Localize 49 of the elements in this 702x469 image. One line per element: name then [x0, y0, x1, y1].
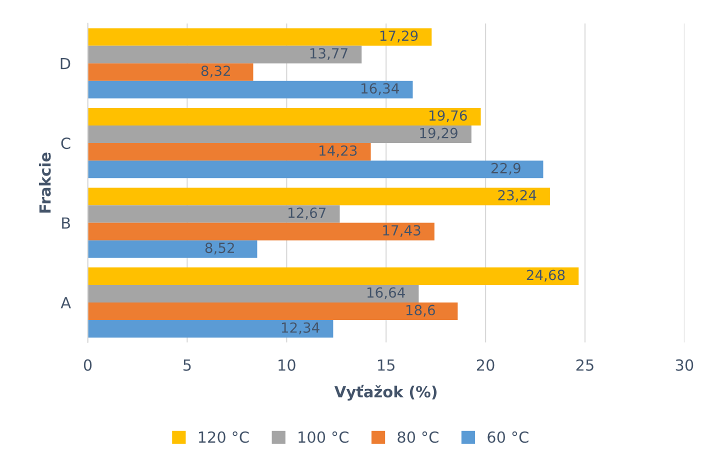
data-label: 19,29 — [420, 128, 458, 140]
data-label: 16,34 — [362, 83, 399, 96]
legend-label: 80 °C — [398, 431, 438, 443]
x-tick-label: 15 — [378, 360, 394, 371]
x-tick-label: 10 — [278, 359, 296, 371]
data-label: 17,29 — [380, 30, 418, 42]
legend-label: 120 °C — [198, 431, 249, 443]
bar — [88, 28, 432, 46]
data-label: 12,67 — [288, 208, 326, 220]
y-tick-label: D — [60, 58, 70, 70]
bar — [88, 126, 472, 144]
bar — [88, 80, 413, 98]
y-tick-label: C — [61, 138, 70, 150]
bar — [88, 302, 458, 320]
data-label: 8,32 — [201, 66, 230, 78]
data-label: 19,76 — [430, 110, 467, 122]
bar — [88, 222, 434, 240]
x-tick-label: 25 — [576, 359, 594, 371]
data-label: 23,24 — [498, 190, 536, 202]
y-tick-label: B — [62, 217, 70, 229]
x-tick-label: 30 — [676, 359, 694, 371]
data-label: 24,68 — [526, 270, 565, 282]
data-label: 17,43 — [383, 225, 420, 237]
data-label: 8,52 — [205, 242, 234, 255]
bar — [88, 108, 481, 126]
data-label: 13,77 — [310, 48, 348, 60]
bar — [88, 240, 258, 258]
x-tick-label: 5 — [184, 360, 191, 371]
bar — [88, 160, 544, 178]
x-tick-label: 0 — [84, 359, 92, 371]
x-tick-label: 20 — [476, 359, 494, 371]
bar — [88, 320, 334, 338]
bar — [88, 63, 254, 81]
y-axis-title: Frakcie — [38, 152, 51, 213]
bar — [88, 188, 550, 206]
y-tick-label: A — [60, 297, 71, 308]
legend-label: 60 °C — [488, 431, 528, 443]
bar — [88, 46, 362, 64]
bar — [88, 267, 579, 285]
data-label: 12,34 — [282, 322, 320, 334]
x-axis-title: Vyťažok (%) — [334, 384, 437, 401]
data-label: 14,23 — [320, 145, 357, 158]
data-label: 18,6 — [406, 304, 435, 317]
data-label: 16,64 — [367, 287, 405, 300]
bar — [88, 205, 340, 223]
data-label: 22,9 — [491, 162, 520, 175]
bar — [88, 143, 371, 161]
legend-label: 100 °C — [298, 431, 348, 443]
bar — [88, 284, 419, 303]
